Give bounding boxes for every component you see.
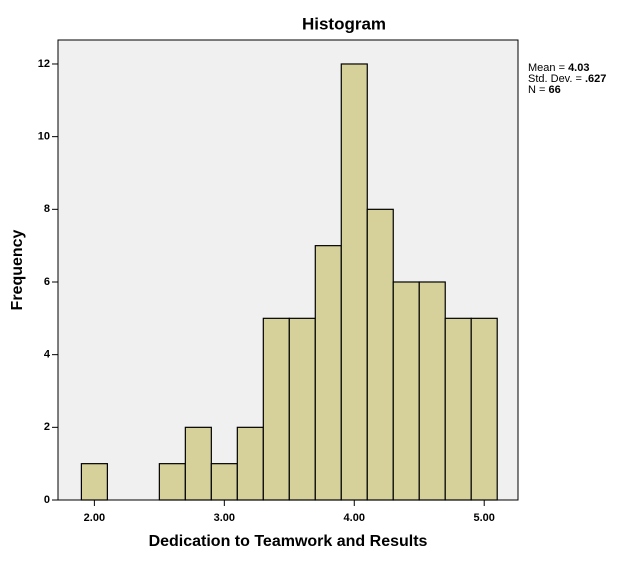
x-tick-label: 3.00 [214, 512, 235, 524]
bar [444, 317, 472, 501]
stat-value: 66 [549, 84, 561, 96]
y-tick-label: 2 [44, 421, 50, 433]
stat-line: Std. Dev. = .627 [528, 73, 606, 85]
chart-title: Histogram [302, 14, 386, 33]
stat-value: .627 [585, 73, 606, 85]
bar [288, 317, 316, 501]
bar [80, 463, 108, 501]
y-tick-label: 12 [38, 58, 50, 70]
x-tick-label: 4.00 [344, 512, 365, 524]
y-axis-label: Frequency [9, 229, 26, 310]
stat-line: N = 66 [528, 84, 561, 96]
bar [366, 208, 394, 501]
bar [392, 281, 420, 501]
stat-label: Std. Dev. = [528, 73, 582, 85]
x-tick-label: 5.00 [474, 512, 495, 524]
stat-line: Mean = 4.03 [528, 62, 589, 74]
bar [262, 317, 290, 501]
stat-value: 4.03 [568, 62, 589, 74]
y-tick-label: 6 [44, 276, 50, 288]
bar [314, 245, 342, 501]
bar [210, 463, 238, 501]
stat-label: N = [528, 84, 545, 96]
y-tick-label: 4 [44, 349, 51, 361]
bar [470, 317, 498, 501]
bar [340, 63, 368, 501]
bar [236, 426, 264, 501]
y-tick-label: 8 [44, 203, 50, 215]
y-tick-label: 10 [38, 131, 50, 143]
bar [184, 426, 212, 501]
y-tick-label: 0 [44, 494, 50, 506]
stat-label: Mean = [528, 62, 565, 74]
x-tick-label: 2.00 [84, 512, 105, 524]
x-axis-label: Dedication to Teamwork and Results [149, 533, 428, 550]
bar [158, 463, 186, 501]
bar [418, 281, 446, 501]
